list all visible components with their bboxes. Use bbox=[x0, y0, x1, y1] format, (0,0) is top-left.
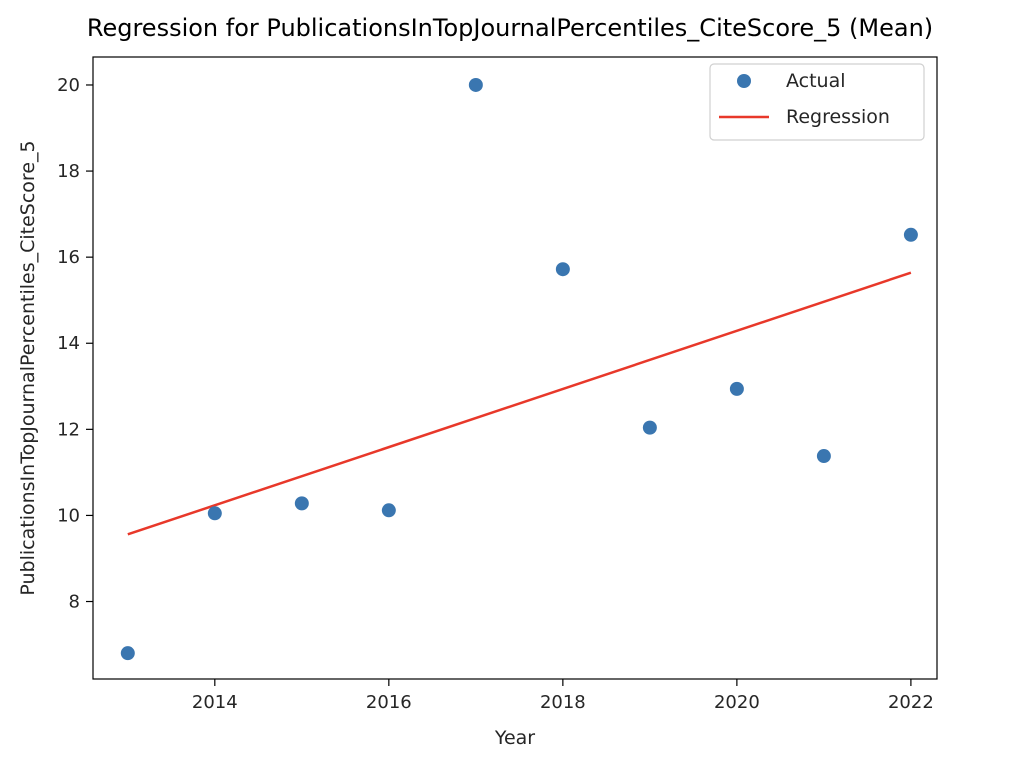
y-tick-label: 18 bbox=[57, 161, 80, 182]
y-tick-label: 12 bbox=[57, 419, 80, 440]
legend-regression-label: Regression bbox=[786, 106, 890, 128]
regression-line bbox=[127, 271, 912, 536]
x-tick-label: 2022 bbox=[888, 692, 934, 713]
y-tick-label: 8 bbox=[69, 592, 80, 613]
data-point bbox=[642, 420, 657, 435]
x-tick-label: 2016 bbox=[366, 692, 412, 713]
y-axis-label: PublicationsInTopJournalPercentiles_Cite… bbox=[17, 140, 39, 595]
y-tick-label: 20 bbox=[57, 75, 80, 96]
x-axis-label: Year bbox=[494, 727, 535, 749]
x-tick-label: 2020 bbox=[714, 692, 760, 713]
legend-actual-label: Actual bbox=[786, 70, 846, 92]
legend: Actual Regression bbox=[709, 63, 925, 141]
x-axis: 2014 2016 2018 2020 2022 bbox=[192, 679, 934, 713]
legend-actual-marker bbox=[737, 74, 751, 88]
y-axis: 8 10 12 14 16 18 20 bbox=[57, 75, 93, 613]
data-point bbox=[120, 646, 135, 661]
data-point bbox=[207, 506, 222, 521]
y-tick-label: 14 bbox=[57, 333, 80, 354]
data-point bbox=[729, 381, 744, 396]
regression-layer bbox=[127, 271, 912, 536]
data-point bbox=[903, 227, 918, 242]
data-point bbox=[816, 449, 831, 464]
scatter-points bbox=[120, 77, 918, 661]
x-tick-label: 2018 bbox=[540, 692, 586, 713]
data-point bbox=[555, 262, 570, 277]
x-tick-label: 2014 bbox=[192, 692, 238, 713]
data-point bbox=[294, 496, 309, 511]
y-tick-label: 10 bbox=[57, 505, 80, 526]
plot-area bbox=[92, 56, 938, 680]
chart-title: Regression for PublicationsInTopJournalP… bbox=[87, 14, 933, 42]
y-tick-label: 16 bbox=[57, 247, 80, 268]
data-point bbox=[381, 503, 396, 518]
legend-box bbox=[709, 63, 925, 141]
data-point bbox=[468, 77, 483, 92]
